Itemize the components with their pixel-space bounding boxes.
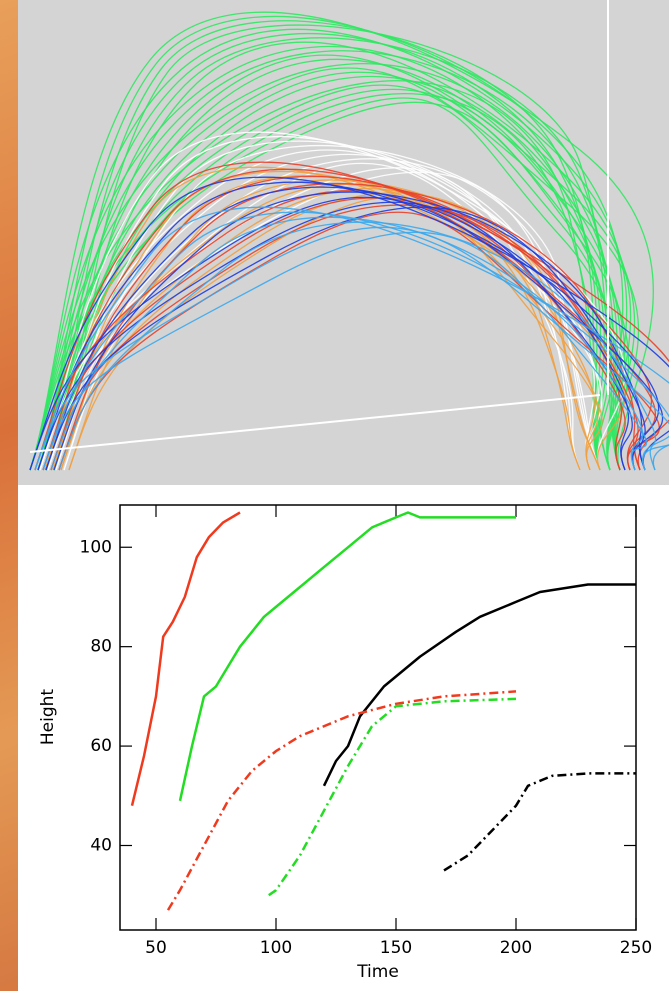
field-line bbox=[37, 84, 613, 471]
y-tick-label: 40 bbox=[90, 835, 112, 855]
field-line bbox=[42, 211, 669, 471]
y-tick-label: 60 bbox=[90, 736, 112, 756]
y-tick-label: 100 bbox=[80, 537, 112, 557]
field-line bbox=[29, 97, 617, 471]
field-line bbox=[34, 226, 669, 471]
x-tick-label: 150 bbox=[380, 938, 412, 958]
field-line bbox=[29, 80, 611, 471]
field-line bbox=[37, 101, 630, 471]
field-line bbox=[29, 45, 602, 471]
field-line bbox=[47, 153, 581, 471]
field-line bbox=[53, 191, 646, 471]
box-edge bbox=[29, 394, 601, 453]
x-tick-label: 200 bbox=[500, 938, 532, 958]
field-line bbox=[55, 140, 581, 471]
series-line bbox=[178, 511, 516, 802]
series-line bbox=[443, 772, 636, 872]
field-line bbox=[29, 196, 664, 471]
field-line bbox=[29, 176, 669, 471]
series-line bbox=[268, 697, 517, 897]
x-tick-label: 50 bbox=[145, 938, 167, 958]
field-line bbox=[45, 37, 621, 471]
field-line bbox=[37, 33, 601, 471]
field-line bbox=[34, 206, 669, 471]
series-line bbox=[322, 583, 636, 787]
field-line bbox=[63, 144, 601, 471]
plot-panel bbox=[18, 485, 669, 991]
x-tick-label: 100 bbox=[260, 938, 292, 958]
field-line bbox=[45, 20, 601, 471]
field-line bbox=[58, 221, 657, 471]
field-line bbox=[29, 11, 654, 471]
field-line bbox=[52, 170, 595, 471]
field-line bbox=[53, 41, 632, 471]
y-axis-label: Height bbox=[38, 689, 58, 746]
y-tick-label: 80 bbox=[90, 637, 112, 657]
field-line bbox=[37, 181, 660, 471]
field-line bbox=[55, 158, 601, 471]
field-line bbox=[53, 93, 611, 471]
x-axis-label: Time bbox=[356, 962, 399, 982]
plot-frame bbox=[119, 504, 637, 931]
field-lines bbox=[29, 11, 669, 471]
field-line bbox=[45, 88, 626, 471]
field-line bbox=[47, 171, 601, 471]
x-tick-label: 250 bbox=[620, 938, 652, 958]
series-line bbox=[130, 511, 241, 806]
field-line bbox=[42, 231, 648, 471]
series-line bbox=[166, 690, 517, 911]
